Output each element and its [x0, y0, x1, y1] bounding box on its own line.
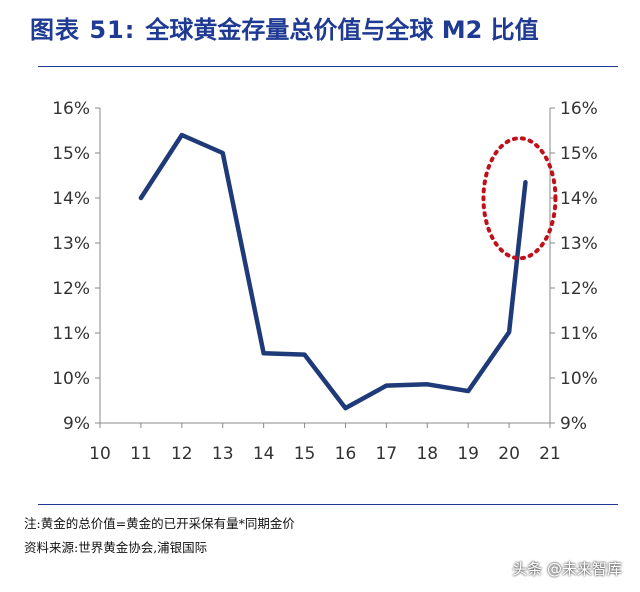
source-text: 资料来源:世界黄金协会,浦银国际: [24, 540, 208, 555]
y-tick-label-right: 14%: [560, 189, 598, 209]
y-tick-label-left: 10%: [52, 369, 90, 389]
y-tick-label-left: 16%: [52, 99, 90, 119]
header-rule: [38, 66, 618, 67]
y-tick-label-left: 9%: [63, 414, 90, 434]
y-tick-label-right: 12%: [560, 279, 598, 299]
y-tick-label-left: 12%: [52, 279, 90, 299]
series-line: [138, 132, 528, 411]
y-tick-label-right: 13%: [560, 234, 598, 254]
y-tick-label-right: 16%: [560, 99, 598, 119]
footer-rule: [38, 504, 618, 505]
x-tick-label: 21: [539, 444, 561, 464]
line-chart: 9% 9% 10% 10% 11% 11% 12% 12% 13% 13% 14% 14% 15% 15%…: [52, 99, 598, 464]
figure-notes: 注:黄金的总价值=黄金的已开采保有量*同期金价 资料来源:世界黄金协会,浦银国际: [24, 512, 295, 560]
y-tick-label-right: 9%: [560, 414, 587, 434]
figure-label: 图表 51:: [30, 16, 136, 44]
x-tick-label: 18: [416, 444, 438, 464]
x-tick-label: 15: [294, 444, 316, 464]
y-tick-label-right: 15%: [560, 144, 598, 164]
x-tick-label: 13: [212, 444, 234, 464]
x-tick-label: 11: [130, 444, 152, 464]
x-tick-label: 10: [89, 444, 111, 464]
x-tick-label: 14: [253, 444, 275, 464]
y-tick-label-left: 13%: [52, 234, 90, 254]
y-tick-label-left: 11%: [52, 324, 90, 344]
figure-header: 图表 51: 全球黄金存量总价值与全球 M2 比值: [30, 10, 620, 50]
note-text: 注:黄金的总价值=黄金的已开采保有量*同期金价: [24, 516, 295, 531]
y-tick-label-right: 11%: [560, 324, 598, 344]
x-tick-label: 17: [376, 444, 398, 464]
watermark: 头条 @未来智库: [512, 560, 622, 578]
highlight-ellipse: [481, 136, 558, 261]
y-tick-label-left: 15%: [52, 144, 90, 164]
figure-title: 全球黄金存量总价值与全球 M2 比值: [145, 16, 539, 44]
x-tick-label: 16: [335, 444, 357, 464]
y-tick-label-left: 14%: [52, 189, 90, 209]
y-tick-label-right: 10%: [560, 369, 598, 389]
x-tick-label: 12: [171, 444, 193, 464]
x-tick-label: 19: [457, 444, 479, 464]
x-tick-label: 20: [498, 444, 520, 464]
